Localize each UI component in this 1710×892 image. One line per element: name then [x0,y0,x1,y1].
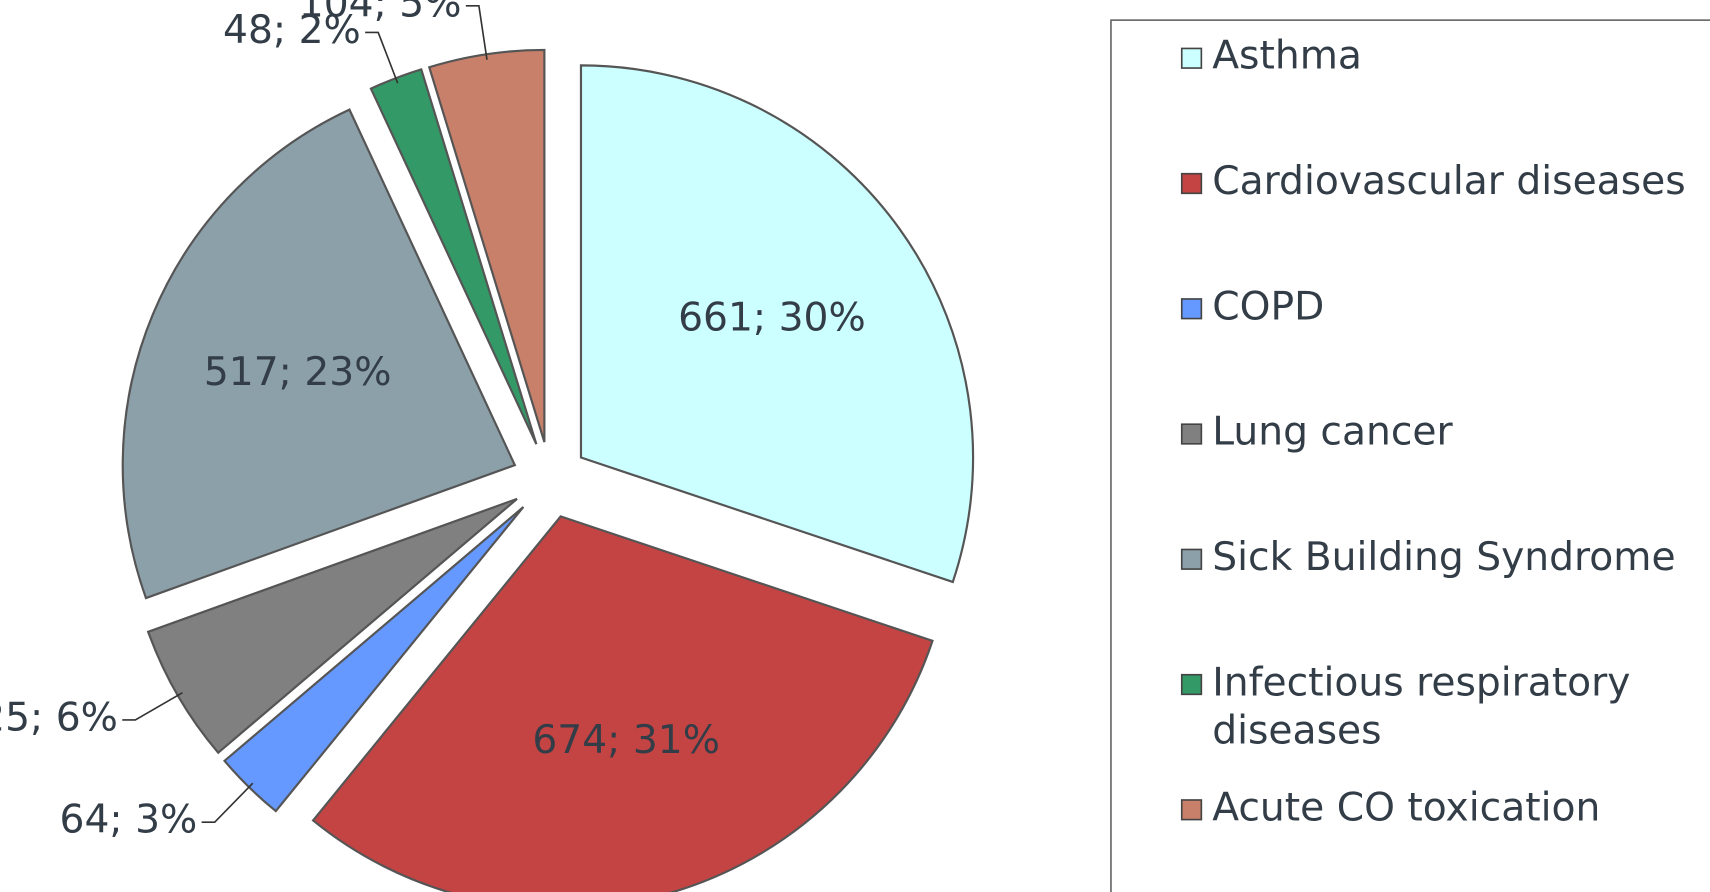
legend-swatch [1180,47,1203,69]
pie-slice [311,515,934,892]
legend-swatch [1180,423,1203,445]
legend-label: Lung cancer [1212,410,1453,455]
data-label: 661; 30% [678,296,866,341]
pie-slice [121,108,517,600]
legend-swatch [1180,673,1203,696]
legend-label: Asthma [1212,34,1362,79]
legend-label: Sick Building Syndrome [1212,535,1675,580]
leader-line [465,5,488,60]
data-label: 125; 6% [0,695,118,740]
data-label: 104; 5% [299,0,462,26]
legend-box [1110,19,1710,892]
legend-label: Acute CO toxication [1212,785,1600,830]
legend-swatch [1180,172,1203,195]
legend-label: COPD [1212,284,1324,329]
legend-swatch [1180,298,1203,320]
data-label: 674; 31% [532,718,720,763]
data-label: 64; 3% [60,798,198,843]
data-label: 517; 23% [204,350,392,395]
legend-swatch [1180,799,1203,821]
leader-line [365,31,399,84]
data-label: 48; 2% [223,8,361,53]
leader-line [122,691,183,721]
pie-slice [579,64,975,584]
legend-label: Infectious respiratory diseases [1212,660,1643,753]
legend-label: Cardiovascular diseases [1212,159,1685,204]
legend-swatch [1180,548,1203,570]
leader-line [201,782,254,823]
